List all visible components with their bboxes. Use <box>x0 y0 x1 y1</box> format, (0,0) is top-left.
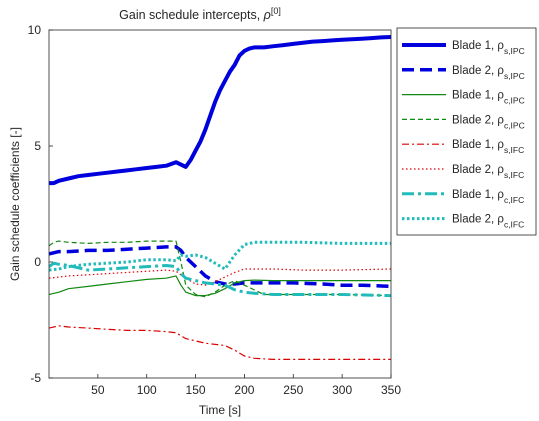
chart-title-superscript: [0] <box>271 6 281 16</box>
legend-item-5: Blade 1, ρs,IFC <box>402 139 524 155</box>
series-line-4 <box>49 240 391 298</box>
legend-label-name: Blade 1, ρ <box>452 139 504 151</box>
plot-frame <box>48 29 392 379</box>
legend-label-subscript: c,IPC <box>504 96 525 106</box>
legend-item-1: Blade 1, ρs,IPC <box>402 40 525 56</box>
y-axis: -5 0 5 10 <box>28 23 53 385</box>
y-tick-label: -5 <box>30 371 41 385</box>
plot-area: 50 100 150 200 250 300 350 -5 0 5 10 <box>28 23 402 397</box>
x-tick-label: 300 <box>332 383 352 397</box>
legend-item-6: Blade 2, ρs,IFC <box>402 164 524 180</box>
legend-label: Blade 1, ρc,IFC <box>452 189 524 205</box>
chart-title-symbol: ρ <box>263 8 271 22</box>
y-tick-label: 0 <box>34 255 41 269</box>
legend-label: Blade 2, ρs,IPC <box>452 65 525 81</box>
x-tick-label: 100 <box>137 383 157 397</box>
series-layer <box>49 35 391 360</box>
legend-item-4: Blade 2, ρc,IPC <box>402 114 525 130</box>
x-axis: 50 100 150 200 250 300 350 <box>91 374 401 397</box>
legend-label-subscript: s,IPC <box>504 46 525 56</box>
legend-label-subscript: c,IFC <box>504 220 524 230</box>
plot-background <box>49 30 391 378</box>
y-tick-label: 10 <box>28 23 42 37</box>
legend-label-subscript: s,IFC <box>504 145 524 155</box>
legend-label-name: Blade 2, ρ <box>452 114 504 126</box>
series-line-3 <box>49 275 391 297</box>
legend-label-name: Blade 1, ρ <box>452 90 504 102</box>
legend-label-subscript: c,IPC <box>504 120 525 130</box>
legend-label: Blade 1, ρs,IFC <box>452 139 524 155</box>
series-line-2 <box>49 245 391 289</box>
legend-item-3: Blade 1, ρc,IPC <box>402 90 525 106</box>
legend-label: Blade 2, ρs,IFC <box>452 164 524 180</box>
chart-title: Gain schedule intercepts, ρ[0] <box>119 6 281 22</box>
legend-label: Blade 1, ρs,IPC <box>452 40 525 56</box>
x-axis-label: Time [s] <box>199 403 241 417</box>
x-tick-label: 200 <box>234 383 254 397</box>
legend-item-2: Blade 2, ρs,IPC <box>402 65 525 81</box>
legend-label-name: Blade 2, ρ <box>452 164 504 176</box>
x-tick-label: 150 <box>186 383 206 397</box>
legend-label-subscript: s,IFC <box>504 170 524 180</box>
legend-item-8: Blade 2, ρc,IFC <box>402 214 524 230</box>
legend-label-name: Blade 1, ρ <box>452 40 504 52</box>
legend-label-subscript: c,IFC <box>504 195 524 205</box>
series-line-5 <box>49 325 391 360</box>
series-line-8 <box>49 240 391 272</box>
x-tick-label: 50 <box>91 383 105 397</box>
x-tick-label: 350 <box>381 383 401 397</box>
series-line-7 <box>49 261 391 298</box>
legend-label-name: Blade 2, ρ <box>452 65 504 77</box>
legend-label: Blade 2, ρc,IFC <box>452 214 524 230</box>
y-axis-label: Gain schedule coefficients [-] <box>8 127 22 281</box>
chart-title-main: Gain schedule intercepts, <box>119 8 264 22</box>
series-line-1 <box>49 35 391 186</box>
legend-label: Blade 2, ρc,IPC <box>452 114 525 130</box>
x-tick-label: 250 <box>283 383 303 397</box>
legend-label-name: Blade 2, ρ <box>452 214 504 226</box>
legend-label-subscript: s,IPC <box>504 71 525 81</box>
legend-box <box>396 27 537 236</box>
legend-item-7: Blade 1, ρc,IFC <box>402 189 524 205</box>
y-tick-label: 5 <box>34 139 41 153</box>
legend-label-name: Blade 1, ρ <box>452 189 504 201</box>
legend-label: Blade 1, ρc,IPC <box>452 90 525 106</box>
